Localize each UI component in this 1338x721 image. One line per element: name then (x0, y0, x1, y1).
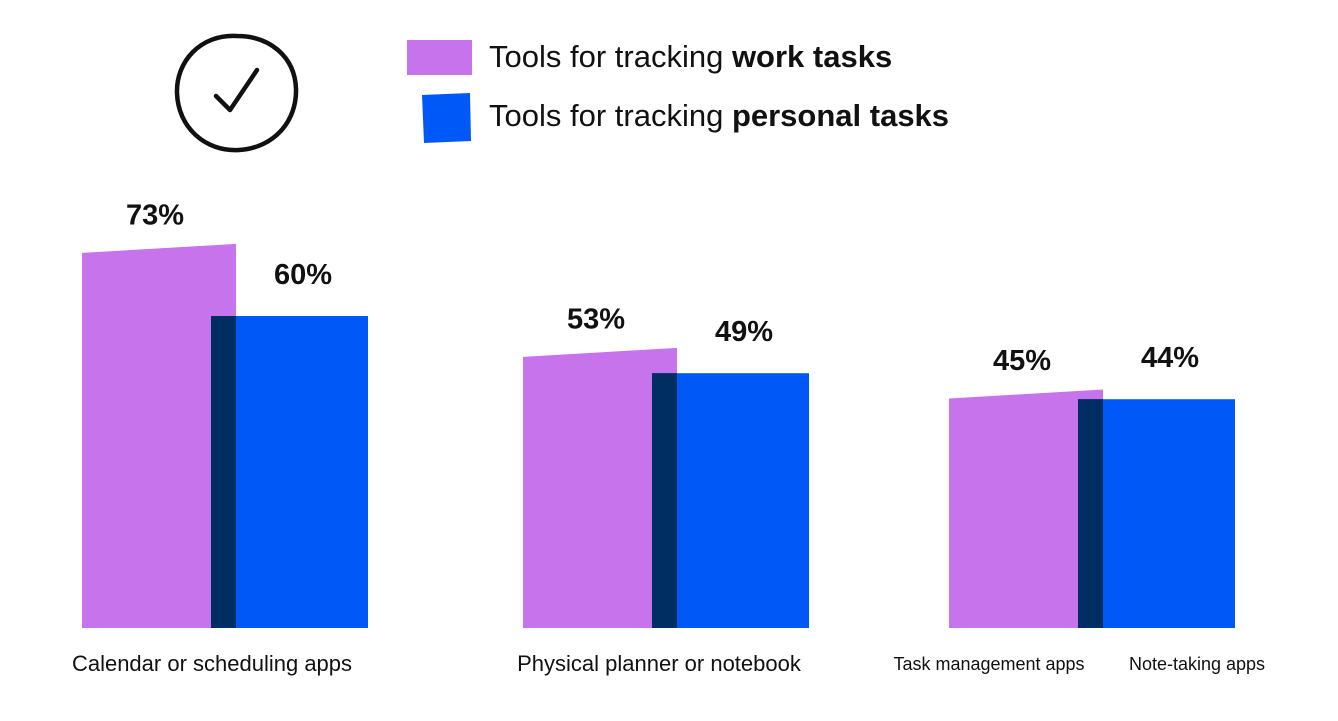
category-labels: Calendar or scheduling apps Physical plan… (72, 651, 1265, 676)
category-label-1: Physical planner or notebook (517, 651, 802, 676)
bar-overlap-0 (211, 316, 236, 628)
bar-work-0 (82, 243, 236, 628)
bars (82, 243, 1235, 628)
legend-swatch-work (407, 40, 472, 75)
legend: Tools for tracking work tasks Tools for … (407, 39, 949, 143)
value-labels: 73% 60% 53% 49% 45% 44% (126, 199, 1199, 377)
value-label-personal-0: 60% (274, 259, 332, 291)
legend-swatch-personal (422, 93, 471, 143)
value-label-work-1: 53% (567, 303, 625, 335)
bar-personal-0 (211, 316, 368, 628)
legend-item-work: Tools for tracking work tasks (407, 39, 892, 75)
legend-label-personal: Tools for tracking personal tasks (489, 98, 949, 133)
bar-overlap-1 (652, 373, 677, 628)
bar-overlap-2 (1078, 399, 1103, 628)
value-label-personal-1: 49% (715, 316, 773, 348)
legend-item-personal: Tools for tracking personal tasks (422, 93, 949, 143)
legend-label-work: Tools for tracking work tasks (489, 39, 892, 74)
value-label-personal-2: 44% (1141, 342, 1199, 374)
category-label-2a: Task management apps (893, 654, 1084, 674)
value-label-work-2: 45% (993, 345, 1051, 377)
bar-personal-2 (1078, 399, 1235, 628)
category-label-2b: Note-taking apps (1129, 654, 1265, 674)
category-label-0: Calendar or scheduling apps (72, 651, 352, 676)
value-label-work-0: 73% (126, 199, 184, 231)
bar-work-2 (949, 389, 1103, 628)
checkmark-circle-icon (174, 33, 299, 153)
bar-work-1 (523, 347, 677, 628)
bar-personal-1 (652, 373, 809, 628)
